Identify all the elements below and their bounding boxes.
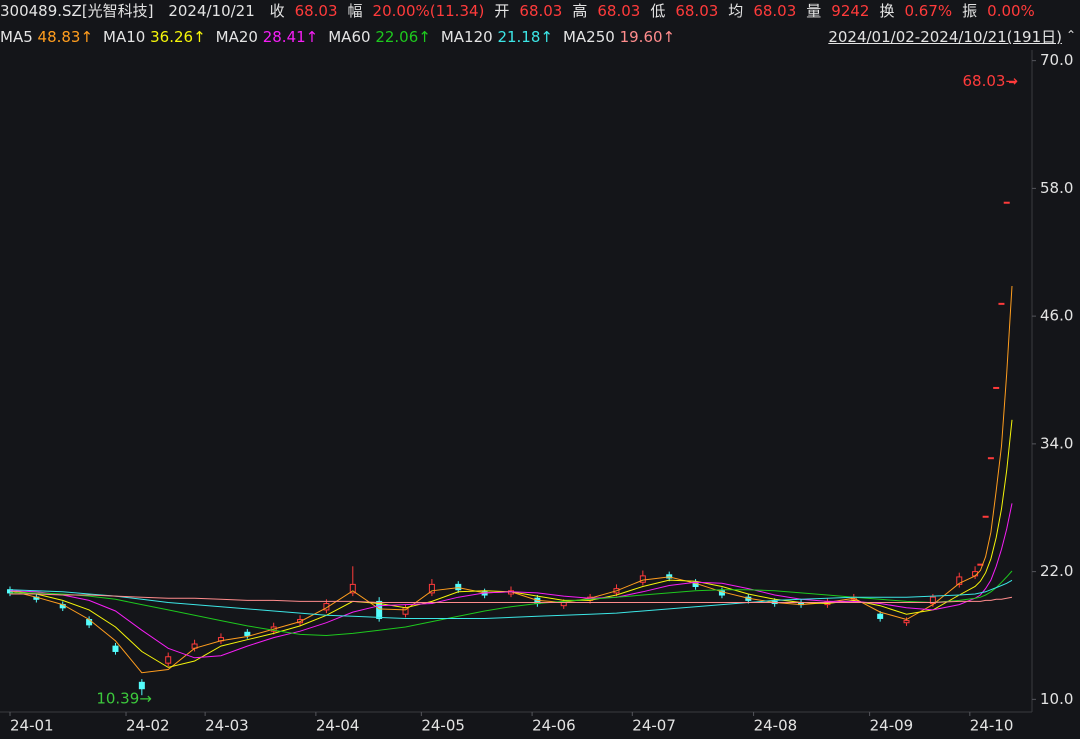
quote-label: 量 bbox=[806, 2, 822, 20]
candle-body bbox=[956, 576, 963, 585]
candle-body bbox=[1003, 201, 1010, 204]
quote-value: 9242 bbox=[831, 2, 870, 20]
x-tick-label: 24-05 bbox=[421, 717, 465, 735]
quote-value: 68.03 bbox=[597, 2, 641, 20]
legend-name: MA10 bbox=[103, 28, 146, 46]
x-tick-label: 24-08 bbox=[754, 717, 798, 735]
legend-value: 36.26↑ bbox=[150, 28, 206, 46]
collapse-icon[interactable]: ⌃ bbox=[1066, 28, 1077, 42]
ma-line bbox=[10, 570, 1013, 637]
quote-label: 均 bbox=[728, 2, 744, 20]
quote-item: 均 68.03 bbox=[728, 2, 796, 20]
quote-item: 开 68.03 bbox=[494, 2, 562, 20]
quote-value: 0.00% bbox=[987, 2, 1035, 20]
legend-name: MA20 bbox=[215, 28, 258, 46]
quote-item: 高 68.03 bbox=[572, 2, 640, 20]
candle-body bbox=[877, 613, 884, 619]
date-range[interactable]: 2024/01/02-2024/10/21(191日) bbox=[828, 28, 1062, 46]
candle-body bbox=[987, 457, 994, 460]
legend-entry: MA120 21.18↑ bbox=[441, 28, 553, 46]
x-tick-label: 24-03 bbox=[205, 717, 249, 735]
candle-body bbox=[349, 583, 356, 594]
x-tick-label: 24-01 bbox=[10, 717, 54, 735]
candle-body bbox=[1009, 81, 1015, 84]
y-tick-label: 46.0 bbox=[1040, 307, 1073, 325]
candle-body bbox=[165, 656, 172, 664]
x-tick-label: 24-07 bbox=[632, 717, 676, 735]
legend-entry: MA250 19.60↑ bbox=[563, 28, 675, 46]
quote-value: 68.03 bbox=[294, 2, 338, 20]
candle-body bbox=[993, 386, 1000, 389]
legend-value: 22.06↑ bbox=[375, 28, 431, 46]
ma-line bbox=[9, 419, 1013, 668]
x-tick-label: 24-10 bbox=[970, 717, 1014, 735]
y-tick-label: 70.0 bbox=[1040, 51, 1073, 69]
quote-value: 68.03 bbox=[753, 2, 797, 20]
quote-label: 换 bbox=[879, 2, 895, 20]
date: 2024/10/21 bbox=[168, 2, 255, 20]
candle-body bbox=[138, 681, 145, 690]
x-tick-label: 24-09 bbox=[870, 717, 914, 735]
candle-body bbox=[455, 583, 462, 591]
x-tick-label: 24-06 bbox=[532, 717, 576, 735]
quote-value: 0.67% bbox=[904, 2, 953, 20]
legend-value: 21.18↑ bbox=[497, 28, 553, 46]
quote-item: 量 9242 bbox=[806, 2, 869, 20]
legend-entry: MA60 22.06↑ bbox=[328, 28, 431, 46]
y-tick-label: 22.0 bbox=[1040, 562, 1073, 580]
candle-body bbox=[112, 645, 119, 652]
candle-body bbox=[639, 575, 646, 583]
quote-header: 300489.SZ[光智科技] 2024/10/21 收 68.03 幅 20.00%… bbox=[0, 0, 1080, 24]
quote-label: 开 bbox=[494, 2, 510, 20]
quote-value: 68.03 bbox=[519, 2, 563, 20]
x-tick-label: 24-04 bbox=[316, 717, 360, 735]
quote-label: 幅 bbox=[347, 2, 363, 20]
quote-item: 低 68.03 bbox=[650, 2, 718, 20]
y-tick-label: 34.0 bbox=[1040, 434, 1073, 452]
candle-body bbox=[244, 631, 251, 636]
ma-line bbox=[9, 579, 1013, 619]
quote-label: 高 bbox=[572, 2, 588, 20]
symbol: 300489.SZ[光智科技] bbox=[0, 2, 154, 20]
quote-item: 幅 20.00%(11.34) bbox=[348, 2, 485, 20]
ma-line bbox=[10, 593, 1013, 603]
candle-body bbox=[376, 600, 383, 619]
legend-entry: MA10 36.26↑ bbox=[103, 28, 206, 46]
candle-body bbox=[903, 620, 910, 624]
quote-item: 换 0.67% bbox=[879, 2, 952, 20]
quote-label: 低 bbox=[650, 2, 666, 20]
min-label: 10.39→ bbox=[96, 690, 152, 708]
legend-name: MA60 bbox=[328, 28, 371, 46]
y-tick-label: 10.0 bbox=[1040, 690, 1073, 708]
legend-value: 48.83↑ bbox=[37, 28, 94, 46]
legend-entry: MA20 28.41↑ bbox=[216, 28, 319, 46]
legend-entry: MA5 48.83↑ bbox=[0, 28, 93, 46]
legend-value: 28.41↑ bbox=[262, 28, 319, 46]
candle-body bbox=[982, 515, 989, 518]
ma-line bbox=[9, 503, 1013, 659]
candle-body bbox=[929, 596, 936, 605]
legend-name: MA5 bbox=[0, 28, 33, 46]
quote-item: 收 68.03 bbox=[270, 2, 338, 20]
y-tick-label: 58.0 bbox=[1040, 179, 1073, 197]
quote-item: 振 0.00% bbox=[962, 2, 1035, 20]
legend-name: MA120 bbox=[440, 28, 493, 46]
quote-label: 收 bbox=[269, 2, 285, 20]
quote-value: 68.03 bbox=[675, 2, 719, 20]
x-tick-label: 24-02 bbox=[126, 717, 170, 735]
max-label: 68.03→ bbox=[962, 72, 1018, 90]
ma-line bbox=[9, 285, 1013, 674]
ma-legend: MA5 48.83↑ MA10 36.26↑ MA20 28.41↑ MA60 22.… bbox=[0, 25, 1080, 49]
quote-value: 20.00%(11.34) bbox=[372, 2, 485, 20]
legend-value: 19.60↑ bbox=[619, 28, 676, 46]
candle-body bbox=[998, 302, 1005, 305]
candle-body bbox=[428, 583, 435, 594]
legend-name: MA250 bbox=[562, 28, 615, 46]
quote-label: 振 bbox=[962, 2, 978, 20]
